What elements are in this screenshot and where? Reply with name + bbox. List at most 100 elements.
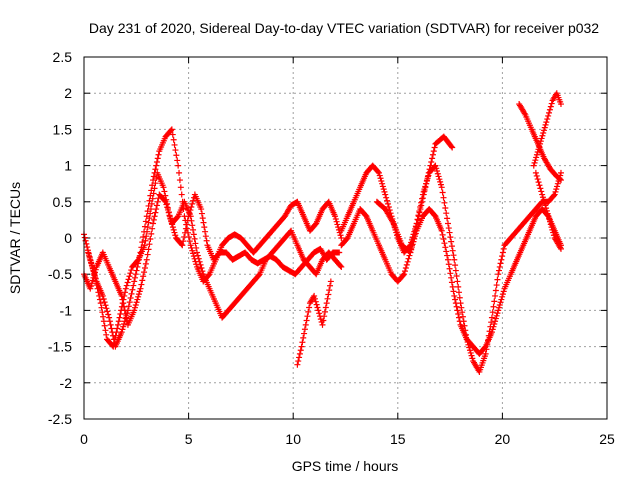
x-tick-label: 20 [495,431,511,447]
data-point [455,314,462,321]
data-point [549,226,556,233]
data-point [164,200,171,207]
y-tick-labels: -2.5 -2 -1.5 -1 -0.5 0 0.5 1 1.5 2 2.5 [48,49,72,427]
data-point [440,236,447,243]
data-point [103,305,110,312]
data-point [431,144,438,151]
data-point [81,234,88,241]
data-point [187,207,194,214]
data-point [411,231,418,238]
y-tick-label: 1.5 [53,121,73,137]
data-point [106,314,113,321]
data-point [118,303,125,310]
data-point [333,218,340,225]
data-point [168,127,175,134]
data-point [324,295,331,302]
data-point [429,155,436,162]
data-point [129,286,136,293]
data-point [540,196,547,203]
data-point [182,229,189,236]
data-point [140,233,147,240]
data-point [85,249,92,256]
series-s1 [81,126,345,350]
data-point [197,261,204,268]
data-point [332,215,339,222]
data-point [132,301,139,308]
data-point [154,198,161,205]
data-point [186,210,193,217]
data-point [456,318,463,325]
data-point [541,124,548,131]
data-point [498,256,505,263]
data-point [141,264,148,271]
data-point [134,263,141,270]
data-point [152,180,159,187]
data-point [153,158,160,165]
data-point [407,249,414,256]
data-point [448,238,455,245]
data-point [106,318,113,325]
data-point [91,271,98,278]
data-point [452,300,459,307]
data-point [546,106,553,113]
y-tick-label: 0 [64,230,72,246]
data-point [482,350,489,357]
data-point [546,218,553,225]
data-point [160,184,167,191]
data-point [152,166,159,173]
data-point [144,224,151,231]
data-point [439,231,446,238]
data-point [202,233,209,240]
data-point [198,264,205,271]
data-point [313,301,320,308]
data-point [148,230,155,237]
data-point [108,325,115,332]
data-point [445,225,452,232]
data-point [327,282,334,289]
data-point [187,242,194,249]
data-point [497,299,504,306]
data-point [409,238,416,245]
data-point [176,177,183,184]
data-point [169,224,176,231]
data-point [533,151,540,158]
data-point [189,222,196,229]
data-point [322,304,329,311]
data-point [193,261,200,268]
data-point [151,213,158,220]
data-point [499,249,506,256]
data-point [424,173,431,180]
data-point [139,239,146,246]
data-point [554,183,561,190]
data-point [427,162,434,169]
data-point [490,303,497,310]
data-point [546,109,553,116]
data-point [133,299,140,306]
data-point [384,200,391,207]
x-tick-labels: 0 5 10 15 20 25 [80,431,615,447]
data-point [174,157,181,164]
data-point [136,288,143,295]
data-point [498,296,505,303]
data-point [300,334,307,341]
data-point [142,260,149,267]
data-point [121,320,128,327]
data-point [201,224,208,231]
data-point [410,235,417,241]
data-point [454,278,461,285]
data-point [379,180,386,187]
data-point [171,229,178,236]
data-point [115,318,122,325]
data-point [104,308,111,315]
data-point [543,207,550,214]
data-point [550,232,557,239]
data-point [415,213,422,220]
data-point [488,329,495,336]
data-point [438,227,445,234]
data-point [428,158,435,165]
data-point [146,241,153,248]
data-point [184,217,191,224]
data-point [180,238,187,245]
data-point [183,221,190,228]
data-point [205,272,212,279]
